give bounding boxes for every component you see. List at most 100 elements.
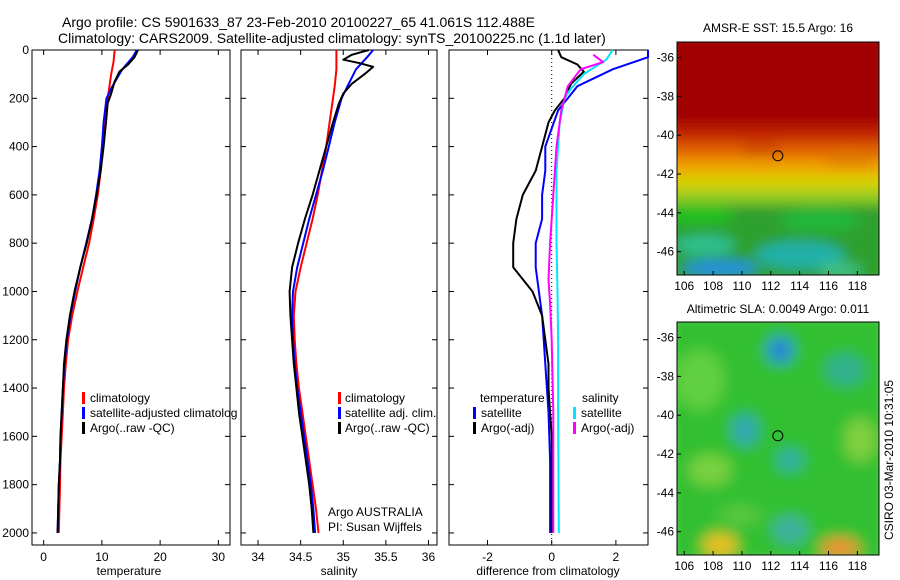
legend-swatch-satellite-adjusted bbox=[82, 407, 85, 419]
legend-swatch-diff-sal-satellite bbox=[573, 407, 576, 419]
legend-swatch-sal-satellite bbox=[338, 407, 341, 419]
sla-heatmap bbox=[677, 322, 879, 555]
difference-panel: -2 0 2 difference from climatology tempera… bbox=[448, 49, 649, 578]
legend-label-argo: Argo(..raw -QC) bbox=[90, 421, 175, 435]
temperature-x-label: temperature bbox=[97, 564, 162, 578]
map-y-tick-label: -42 bbox=[657, 167, 675, 181]
legend-label-satellite-adjusted: satellite-adjusted climatolog bbox=[90, 406, 237, 420]
map-x-tick-label: 116 bbox=[819, 279, 838, 293]
map-x-tick-label: 118 bbox=[848, 559, 867, 573]
y-tick-label: 1800 bbox=[2, 478, 29, 492]
y-tick-label: 2000 bbox=[2, 526, 29, 540]
temperature-legend: climatology satellite-adjusted climatolo… bbox=[82, 391, 237, 435]
x-tick-label: 36 bbox=[422, 550, 436, 564]
salinity-x-axis: 34 34.5 35 35.5 36 bbox=[241, 49, 437, 564]
map-x-tick-label: 112 bbox=[761, 559, 780, 573]
legend-swatch-diff-temp-argo bbox=[473, 422, 476, 434]
x-tick-label: 34.5 bbox=[289, 550, 313, 564]
x-tick-label: 35.5 bbox=[374, 550, 398, 564]
sst-map-panel: AMSR-E SST: 15.5 Argo: 16 106 108 bbox=[657, 21, 880, 293]
x-tick-label: 34 bbox=[251, 550, 265, 564]
depth-axis: 0 200 400 600 800 1000 1200 1400 1600 1800 2000 bbox=[2, 43, 37, 540]
sla-map-title: Altimetric SLA: 0.0049 Argo: 0.011 bbox=[687, 302, 870, 316]
sla-map-frame bbox=[676, 321, 880, 556]
x-tick-label: 20 bbox=[153, 550, 167, 564]
map-x-tick-label: 110 bbox=[732, 559, 751, 573]
legend-label-sal-climatology: climatology bbox=[345, 391, 405, 405]
y-tick-label: 1400 bbox=[2, 381, 29, 395]
legend-swatch-diff-temp-satellite bbox=[473, 407, 476, 419]
salinity-x-label: salinity bbox=[321, 564, 358, 578]
y-tick-label: 1600 bbox=[2, 429, 29, 443]
header-line2: Climatology: CARS2009. Satellite-adjuste… bbox=[58, 30, 606, 46]
x-tick-label: 2 bbox=[613, 550, 620, 564]
y-tick-label: 400 bbox=[9, 140, 29, 154]
temperature-axes-frame bbox=[31, 49, 231, 546]
legend-label-diff-sal-argo: Argo(-adj) bbox=[581, 421, 634, 435]
y-tick-label: 800 bbox=[9, 236, 29, 250]
map-y-tick-label: -46 bbox=[657, 525, 675, 539]
map-y-tick-label: -44 bbox=[657, 486, 675, 500]
map-y-tick-label: -36 bbox=[657, 331, 675, 345]
map-x-tick-label: 118 bbox=[848, 279, 867, 293]
x-tick-label: 0 bbox=[40, 550, 47, 564]
legend-swatch-sal-argo bbox=[338, 422, 341, 434]
series-line-argo-raw-qc- bbox=[288, 49, 375, 533]
x-tick-label: 35 bbox=[337, 550, 351, 564]
series-line-argo-raw-qc- bbox=[56, 49, 139, 533]
salinity-panel: 34 34.5 35 35.5 36 salinity climatology sate… bbox=[240, 49, 438, 578]
map-y-tick-label: -46 bbox=[657, 245, 675, 259]
legend-label-climatology: climatology bbox=[90, 391, 150, 405]
legend-header-salinity: salinity bbox=[582, 391, 619, 405]
sst-map-frame bbox=[676, 41, 880, 276]
series-line-salinity-satellite bbox=[555, 49, 614, 533]
map-x-tick-label: 106 bbox=[674, 279, 694, 293]
map-x-tick-label: 108 bbox=[703, 559, 723, 573]
header-line1: Argo profile: CS 5901633_87 23-Feb-2010 … bbox=[62, 14, 535, 30]
temperature-series bbox=[56, 49, 139, 533]
temperature-panel: 0 200 400 600 800 1000 1200 1400 1600 1800 2000 0 1… bbox=[2, 43, 237, 578]
series-line-temperature-satellite bbox=[534, 50, 649, 533]
series-line-temperature-argo-adj- bbox=[512, 49, 585, 533]
y-tick-label: 0 bbox=[22, 43, 29, 57]
difference-x-label: difference from climatology bbox=[476, 564, 619, 578]
legend-swatch-sal-climatology bbox=[338, 392, 341, 404]
legend-label-diff-sal-satellite: satellite bbox=[581, 406, 622, 420]
map-x-tick-label: 114 bbox=[790, 279, 809, 293]
x-tick-label: 10 bbox=[95, 550, 109, 564]
map-y-tick-label: -42 bbox=[657, 447, 675, 461]
sst-map-title: AMSR-E SST: 15.5 Argo: 16 bbox=[703, 21, 853, 35]
difference-series bbox=[512, 49, 649, 533]
credit-line2: PI: Susan Wijffels bbox=[328, 520, 422, 534]
map-x-tick-label: 116 bbox=[819, 559, 838, 573]
map-y-tick-label: -36 bbox=[657, 51, 675, 65]
y-tick-label: 600 bbox=[9, 188, 29, 202]
legend-swatch-climatology bbox=[82, 392, 85, 404]
series-line-climatology bbox=[292, 50, 338, 534]
x-tick-label: -2 bbox=[482, 550, 493, 564]
sst-heatmap bbox=[677, 42, 879, 275]
x-tick-label: 0 bbox=[548, 550, 555, 564]
sla-map-panel: Altimetric SLA: 0.0049 Argo: 0.011 106 10… bbox=[657, 302, 880, 573]
legend-label-diff-temp-satellite: satellite bbox=[481, 406, 522, 420]
sla-map-axes: 106 108 110 112 114 116 118 -36 -38 -40 -42 -44 -46 bbox=[657, 331, 868, 573]
map-y-tick-label: -38 bbox=[657, 89, 675, 103]
difference-x-axis: -2 0 2 bbox=[449, 49, 648, 564]
salinity-legend: climatology satellite adj. clim. Argo(..… bbox=[338, 391, 436, 435]
difference-legend: temperature satellite Argo(-adj) salinit… bbox=[473, 391, 634, 435]
legend-label-sal-argo: Argo(..raw -QC) bbox=[345, 421, 430, 435]
difference-axes-frame bbox=[448, 49, 649, 546]
y-tick-label: 1200 bbox=[2, 333, 29, 347]
temperature-x-axis: 0 10 20 30 bbox=[40, 49, 230, 564]
map-x-tick-label: 108 bbox=[703, 279, 723, 293]
map-y-tick-label: -40 bbox=[657, 128, 675, 142]
map-y-tick-label: -38 bbox=[657, 369, 675, 383]
y-tick-label: 200 bbox=[9, 91, 29, 105]
legend-swatch-diff-sal-argo bbox=[573, 422, 576, 434]
map-y-tick-label: -40 bbox=[657, 408, 675, 422]
map-x-tick-label: 110 bbox=[732, 279, 751, 293]
legend-label-sal-satellite: satellite adj. clim. bbox=[345, 406, 436, 420]
legend-label-diff-temp-argo: Argo(-adj) bbox=[481, 421, 534, 435]
map-x-tick-label: 106 bbox=[674, 559, 694, 573]
